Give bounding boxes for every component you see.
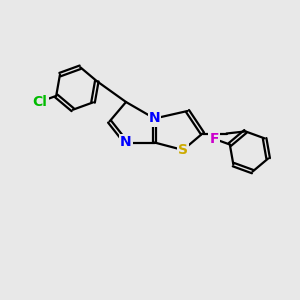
Text: N: N: [120, 136, 132, 149]
Text: Cl: Cl: [33, 95, 48, 109]
Text: N: N: [149, 112, 160, 125]
Text: S: S: [178, 143, 188, 157]
Text: F: F: [210, 132, 219, 146]
